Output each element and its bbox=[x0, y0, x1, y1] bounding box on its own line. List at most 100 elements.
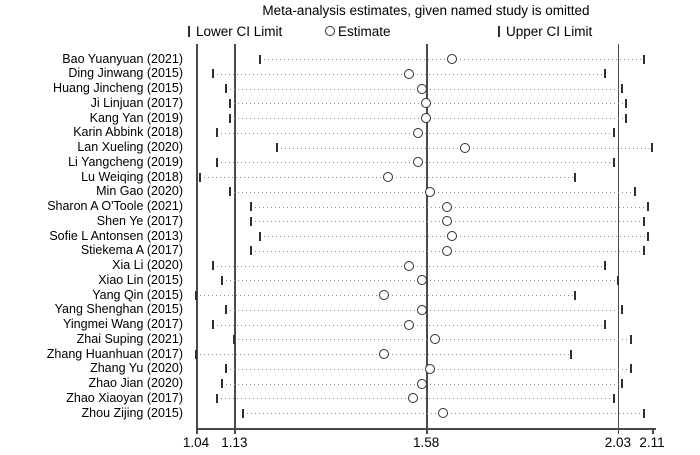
study-label: Zhang Yu (2020) bbox=[90, 361, 183, 376]
upper-ci-tick bbox=[574, 172, 577, 182]
estimate-marker bbox=[382, 172, 393, 182]
lower-ci-tick bbox=[233, 334, 236, 344]
upper-ci-tick bbox=[604, 69, 607, 79]
estimate-marker bbox=[404, 260, 415, 271]
upper-ci-tick bbox=[642, 54, 645, 64]
estimate-marker bbox=[442, 201, 453, 212]
estimate-marker bbox=[425, 363, 436, 374]
upper-ci-tick bbox=[570, 349, 572, 359]
legend-lower-ci: Lower CI Limit bbox=[188, 23, 282, 39]
lower-ci-tick bbox=[216, 157, 219, 167]
lower-ci-tick bbox=[250, 246, 253, 256]
upper-ci-tick bbox=[642, 216, 645, 226]
estimate-marker bbox=[438, 408, 449, 418]
legend-upper-ci-label: Upper CI Limit bbox=[506, 23, 593, 39]
estimate-marker bbox=[378, 349, 389, 359]
upper-ci-tick bbox=[625, 113, 628, 123]
estimate-marker bbox=[378, 290, 389, 300]
lower-ci-tick bbox=[224, 305, 227, 315]
legend-estimate: Estimate bbox=[325, 23, 391, 39]
upper-ci-tick bbox=[612, 128, 615, 138]
x-axis-tick-label: 1.58 bbox=[412, 435, 440, 450]
study-label: Yang Shenghan (2015) bbox=[54, 302, 183, 317]
estimate-marker bbox=[421, 113, 432, 123]
study-label: Zhao Xiaoyan (2017) bbox=[66, 390, 183, 405]
estimate-marker bbox=[421, 98, 432, 109]
estimate-marker bbox=[412, 127, 423, 138]
upper-ci-tick bbox=[629, 364, 632, 374]
estimate-marker bbox=[442, 216, 453, 227]
estimate-marker bbox=[408, 393, 419, 404]
lower-ci-tick bbox=[229, 98, 232, 108]
estimate-circle-icon bbox=[325, 26, 335, 36]
study-label: Stiekema A (2017) bbox=[80, 243, 183, 258]
x-axis-tick bbox=[234, 429, 236, 434]
upper-ci-tick bbox=[612, 157, 615, 167]
lower-ci-tick bbox=[224, 364, 227, 374]
legend-upper-ci: Upper CI Limit bbox=[498, 23, 592, 39]
lower-ci-tick bbox=[216, 393, 219, 403]
study-label: Zhao Jian (2020) bbox=[88, 376, 183, 390]
upper-ci-tick bbox=[616, 275, 619, 285]
x-axis-line bbox=[196, 428, 656, 430]
x-axis-tick bbox=[426, 429, 428, 434]
lower-ci-limit-icon bbox=[188, 25, 190, 37]
estimate-marker bbox=[459, 142, 470, 153]
study-label: Li Yangcheng (2019) bbox=[68, 154, 183, 169]
study-label: Karin Abbink (2018) bbox=[73, 125, 183, 140]
estimate-marker bbox=[416, 304, 427, 315]
x-axis-tick-label: 2.03 bbox=[604, 435, 632, 450]
estimate-marker bbox=[404, 319, 415, 330]
upper-ci-tick bbox=[646, 231, 649, 241]
study-label: Zhou Zijing (2015) bbox=[81, 405, 183, 420]
estimate-marker bbox=[404, 68, 415, 79]
study-label: Ji Linjuan (2017) bbox=[90, 95, 183, 110]
upper-ci-tick bbox=[612, 393, 615, 403]
lower-ci-tick bbox=[212, 261, 214, 270]
study-label: Min Gao (2020) bbox=[96, 184, 183, 199]
estimate-marker bbox=[446, 231, 457, 241]
lower-ci-tick bbox=[258, 54, 261, 64]
x-axis-tick bbox=[652, 429, 654, 434]
study-label: Lan Xueling (2020) bbox=[77, 140, 183, 154]
upper-ci-limit-icon bbox=[498, 25, 500, 37]
estimate-marker bbox=[429, 334, 440, 345]
y-axis-line bbox=[196, 44, 198, 428]
study-label: Xia Li (2020) bbox=[112, 258, 183, 272]
lower-ci-tick bbox=[241, 408, 244, 418]
estimate-marker bbox=[416, 83, 427, 94]
estimate-marker bbox=[416, 275, 427, 286]
chart-title: Meta-analysis estimates, given named stu… bbox=[262, 3, 590, 18]
study-label: Sofie L Antonsen (2013) bbox=[49, 228, 183, 243]
study-label: Yang Qin (2015) bbox=[92, 287, 183, 302]
lower-ci-tick bbox=[250, 216, 253, 226]
lower-ci-tick bbox=[276, 143, 278, 152]
study-label: Yingmei Wang (2017) bbox=[63, 317, 183, 331]
upper-ci-tick bbox=[642, 408, 645, 418]
upper-ci-tick bbox=[621, 379, 624, 388]
study-label: Zhai Suping (2021) bbox=[76, 331, 183, 346]
study-label: Xiao Lin (2015) bbox=[98, 272, 183, 287]
estimate-marker bbox=[412, 157, 423, 168]
upper-ci-tick bbox=[629, 334, 632, 344]
legend-lower-ci-label: Lower CI Limit bbox=[196, 23, 283, 39]
lower-ci-tick bbox=[250, 202, 253, 211]
x-axis-tick-label: 1.13 bbox=[221, 435, 248, 450]
upper-ci-tick bbox=[604, 261, 607, 270]
estimate-marker bbox=[425, 186, 436, 197]
legend-estimate-label: Estimate bbox=[338, 23, 391, 39]
estimate-marker bbox=[442, 245, 453, 256]
x-axis-tick bbox=[196, 429, 198, 434]
study-label: Shen Ye (2017) bbox=[96, 213, 183, 228]
upper-ci-tick bbox=[574, 290, 577, 300]
upper-ci-tick bbox=[651, 143, 653, 152]
study-label: Sharon A O'Toole (2021) bbox=[47, 199, 183, 213]
upper-ci-tick bbox=[634, 187, 636, 197]
lower-ci-tick bbox=[212, 320, 214, 329]
estimate-marker bbox=[416, 378, 427, 389]
lower-ci-tick bbox=[220, 275, 223, 285]
lower-ci-tick bbox=[224, 84, 227, 93]
lower-ci-tick bbox=[199, 172, 202, 182]
x-axis-tick-label: 1.04 bbox=[182, 435, 210, 450]
